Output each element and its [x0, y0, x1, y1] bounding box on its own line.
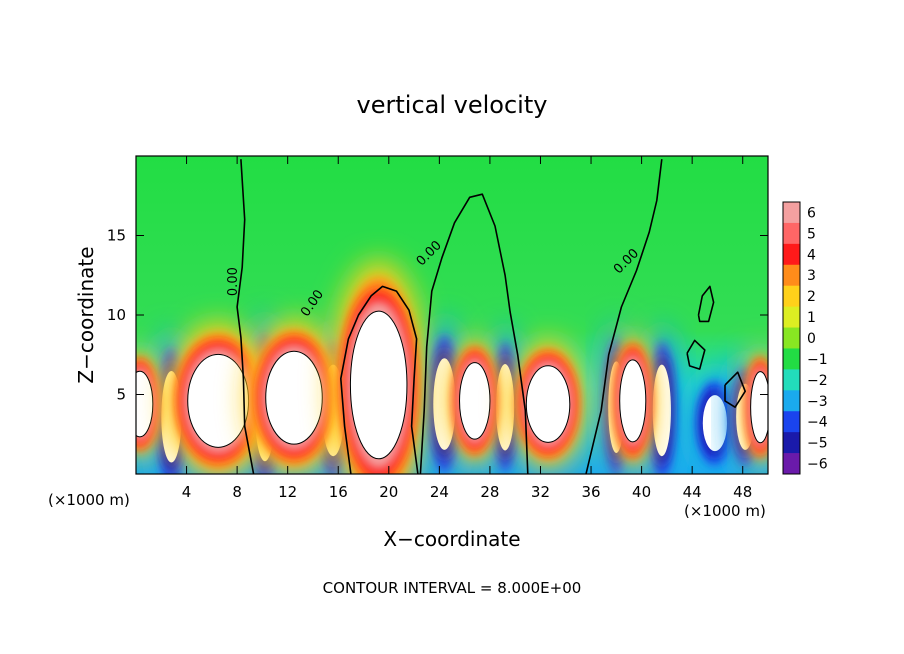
- colorbar-label: −6: [807, 457, 828, 473]
- colorbar-swatch: [783, 390, 800, 412]
- contour-label-0: 0.00: [226, 267, 241, 296]
- y-axis-label: Z−coordinate: [74, 246, 98, 383]
- updraft-5-level-4: [526, 365, 570, 443]
- downdraft-7-level-3: [702, 395, 728, 452]
- colorbar-label: −2: [807, 373, 828, 389]
- x-tick-label: 36: [581, 483, 600, 501]
- contour-interval-text: CONTOUR INTERVAL = 8.000E+00: [323, 579, 582, 597]
- colorbar-swatch: [783, 285, 800, 308]
- x-unit-label: (×1000 m): [684, 502, 766, 520]
- chart-title: vertical velocity: [357, 91, 548, 119]
- zero-contour-5: [686, 339, 706, 370]
- x-axis-ticks: 4 8 12 16 20 24 28 32 36 40 44 48: [182, 156, 752, 501]
- zero-contour-1: [339, 285, 419, 474]
- downdraft-4-level-3: [495, 363, 515, 451]
- updraft-0-level-4: [136, 371, 153, 437]
- x-tick-label: 48: [733, 483, 752, 501]
- plot-area: [136, 156, 768, 474]
- x-axis-label: X−coordinate: [383, 527, 520, 551]
- velocity-field: [136, 260, 768, 474]
- updraft-7-contour: [750, 371, 768, 444]
- colorbar-swatch: [783, 453, 800, 475]
- colorbar-label: 5: [807, 226, 816, 242]
- colorbar: 6 5 4 3 2 1 0 −1 −2 −3 −4 −5 −6: [782, 201, 828, 475]
- colorbar-label: 6: [807, 205, 816, 221]
- colorbar-swatch: [783, 432, 800, 454]
- y-unit-label: (×1000 m): [48, 491, 130, 509]
- colorbar-label: −5: [807, 436, 828, 452]
- updraft-3-contour: [349, 310, 408, 460]
- zero-contour-2: [419, 193, 529, 474]
- colorbar-swatch: [783, 306, 800, 329]
- updraft-1-level-4: [187, 354, 249, 448]
- x-tick-label: 12: [278, 483, 297, 501]
- zero-contour-0: [236, 159, 255, 474]
- x-tick-label: 24: [430, 483, 449, 501]
- x-tick-label: 20: [379, 483, 398, 501]
- x-tick-label: 32: [531, 483, 550, 501]
- colorbar-swatch: [783, 222, 800, 245]
- updraft-2-contour: [265, 350, 323, 445]
- x-tick-label: 28: [480, 483, 499, 501]
- downdraft-6-level-3: [652, 364, 671, 457]
- colorbar-label: 0: [807, 331, 816, 347]
- updraft-0-contour: [136, 370, 154, 438]
- x-tick-label: 4: [182, 483, 192, 501]
- updraft-4-contour: [459, 362, 491, 440]
- updraft-6-contour: [619, 359, 647, 443]
- downdraft-3-level-3: [433, 358, 456, 450]
- updraft-3-level-4: [350, 311, 407, 459]
- colorbar-label: 1: [807, 310, 816, 326]
- colorbar-swatch: [783, 369, 800, 391]
- zero-contour-6: [724, 371, 747, 409]
- colorbar-swatch: [783, 264, 800, 287]
- colorbar-label: 2: [807, 289, 816, 305]
- colorbar-swatch: [783, 348, 800, 370]
- colorbar-swatch: [783, 202, 800, 224]
- y-axis-ticks: 5 10 15: [107, 227, 768, 404]
- colorbar-swatch: [783, 243, 800, 266]
- x-tick-label: 44: [683, 483, 702, 501]
- y-tick-label: 10: [107, 306, 126, 324]
- colorbar-swatch: [783, 411, 800, 433]
- zero-contours: [236, 159, 747, 474]
- zero-contour-4: [697, 285, 715, 323]
- colorbar-label: −4: [807, 415, 828, 431]
- colorbar-label: 3: [807, 268, 816, 284]
- y-tick-label: 5: [116, 386, 126, 404]
- x-tick-label: 16: [329, 483, 348, 501]
- updraft-5-contour: [525, 365, 571, 443]
- x-tick-label: 8: [232, 483, 242, 501]
- colorbar-label: −3: [807, 394, 828, 410]
- colorbar-label: 4: [807, 247, 816, 263]
- colorbar-label: −1: [807, 352, 828, 368]
- y-tick-label: 15: [107, 227, 126, 245]
- updraft-2-level-4: [265, 351, 323, 445]
- x-tick-label: 40: [632, 483, 651, 501]
- updraft-6-level-4: [619, 359, 646, 442]
- zero-contour-3: [585, 159, 663, 474]
- updraft-4-level-4: [459, 362, 490, 440]
- updraft-7-level-4: [750, 371, 768, 443]
- colorbar-swatch: [783, 327, 800, 349]
- colorbar-frame: [782, 201, 801, 475]
